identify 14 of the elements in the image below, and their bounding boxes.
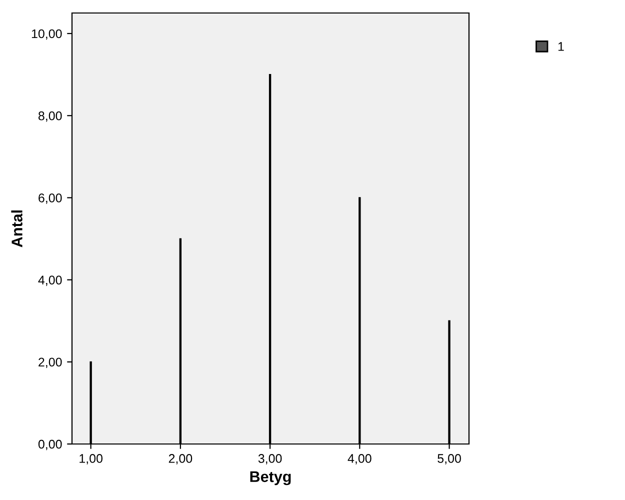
y-tick-label: 4,00: [38, 276, 62, 286]
x-tick-label: 3,00: [258, 454, 282, 464]
y-tick-label: 8,00: [38, 111, 62, 122]
y-axis-title: Antal: [11, 210, 22, 248]
x-tick-label: 2,00: [168, 454, 192, 464]
y-tick-label: 2,00: [38, 358, 62, 368]
legend-label: 1: [558, 42, 564, 51]
x-tick-label: 1,00: [80, 454, 102, 464]
y-tick-label: 6,00: [38, 194, 62, 204]
y-tick-label: 10,00: [32, 29, 62, 40]
x-tick-label: 4,00: [348, 454, 372, 464]
x-tick-label: 5,00: [438, 454, 461, 464]
x-axis-title: Betyg: [250, 471, 291, 486]
y-tick-label: 0,00: [38, 440, 62, 450]
